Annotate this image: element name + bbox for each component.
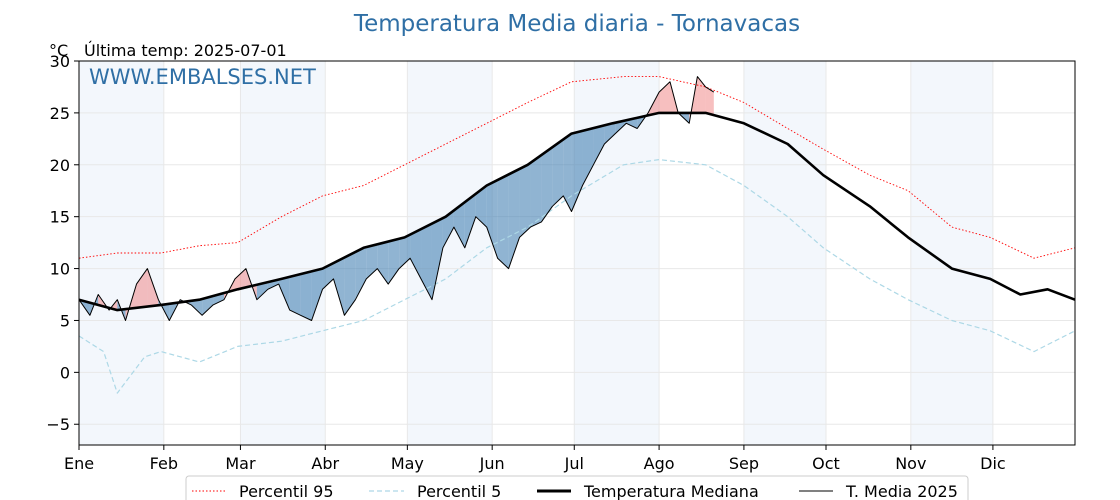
anomaly-fills bbox=[79, 76, 714, 321]
fill-above-median bbox=[147, 268, 159, 307]
fill-below-median bbox=[453, 202, 465, 248]
fill-below-median bbox=[256, 282, 268, 300]
fill-above-median bbox=[136, 268, 148, 308]
x-tick-label: Feb bbox=[150, 454, 178, 473]
series-line-2 bbox=[78, 111, 1076, 312]
y-tick-label: −5 bbox=[46, 415, 70, 434]
fill-below-median bbox=[530, 155, 542, 228]
fill-above-median bbox=[697, 76, 706, 113]
month-band bbox=[240, 61, 326, 445]
fill-below-median bbox=[333, 257, 345, 316]
fill-below-median bbox=[191, 298, 203, 316]
fill-below-median bbox=[615, 120, 627, 134]
legend: Percentil 95 Percentil 5 Temperatura Med… bbox=[185, 475, 969, 500]
legend-label-2025: T. Media 2025 bbox=[845, 482, 958, 500]
fill-below-median bbox=[289, 274, 301, 316]
fill-below-median bbox=[388, 238, 400, 285]
x-tick-label: May bbox=[391, 454, 424, 473]
fill-below-median bbox=[442, 210, 454, 248]
series-line-1 bbox=[78, 159, 1076, 394]
x-axis: Ene Feb Mar Abr May Jun Jul Ago Sep Oct Nov Dic bbox=[64, 445, 1006, 473]
fill-below-median bbox=[604, 122, 616, 145]
last-temp-label: Última temp: 2025-07-01 bbox=[84, 41, 287, 60]
fill-below-median bbox=[519, 162, 531, 238]
legend-label-p5: Percentil 5 bbox=[417, 482, 501, 500]
month-band bbox=[743, 61, 826, 445]
y-tick-label: 10 bbox=[50, 260, 70, 279]
fill-above-median bbox=[705, 86, 714, 116]
x-tick-label: Ago bbox=[644, 454, 675, 473]
x-tick-label: Jun bbox=[479, 454, 505, 473]
fill-below-median bbox=[355, 247, 367, 300]
fill-below-median bbox=[344, 251, 356, 316]
fill-below-median bbox=[311, 268, 323, 321]
fill-below-median bbox=[366, 244, 378, 279]
grid-lines bbox=[78, 60, 1075, 445]
fill-below-median bbox=[563, 133, 572, 212]
x-tick-label: Dic bbox=[980, 454, 1006, 473]
fill-above-median bbox=[234, 268, 246, 291]
x-tick-label: Nov bbox=[895, 454, 926, 473]
fill-below-median bbox=[202, 295, 214, 316]
x-tick-label: Mar bbox=[225, 454, 256, 473]
y-tick-label: 25 bbox=[50, 104, 70, 123]
legend-box bbox=[185, 475, 969, 500]
month-band bbox=[910, 61, 993, 445]
fill-below-median bbox=[421, 223, 432, 300]
series-lines bbox=[78, 76, 1076, 394]
fill-below-median bbox=[431, 218, 443, 300]
fill-below-median bbox=[552, 139, 564, 207]
y-axis: −5 0 5 10 15 20 25 30 bbox=[46, 52, 79, 434]
unit-label: °C bbox=[49, 41, 68, 60]
series-line-3 bbox=[78, 76, 715, 321]
fill-below-median bbox=[593, 125, 605, 165]
y-tick-label: 20 bbox=[50, 156, 70, 175]
y-tick-label: 5 bbox=[60, 311, 70, 330]
legend-label-p95: Percentil 95 bbox=[239, 482, 334, 500]
x-tick-label: Abr bbox=[311, 454, 339, 473]
fill-below-median bbox=[475, 185, 487, 228]
legend-label-median: Temperatura Mediana bbox=[583, 482, 759, 500]
plot-frame bbox=[78, 60, 1076, 446]
chart-title: Temperatura Media diaria - Tornavacas bbox=[353, 11, 800, 37]
x-tick-label: Ene bbox=[64, 454, 94, 473]
fill-below-median bbox=[582, 128, 594, 186]
x-tick-label: Sep bbox=[729, 454, 759, 473]
fill-below-median bbox=[464, 193, 476, 248]
fill-below-median bbox=[377, 241, 389, 285]
y-tick-label: 15 bbox=[50, 208, 70, 227]
y-tick-label: 0 bbox=[60, 363, 70, 382]
month-bands bbox=[79, 61, 993, 445]
fill-below-median bbox=[410, 229, 422, 279]
fill-below-median bbox=[278, 276, 290, 311]
fill-below-median bbox=[541, 147, 553, 222]
fill-below-median bbox=[300, 271, 312, 321]
x-tick-label: Oct bbox=[812, 454, 840, 473]
fill-below-median bbox=[497, 174, 509, 269]
watermark: WWW.EMBALSES.NET bbox=[89, 65, 316, 89]
x-tick-label: Jul bbox=[564, 454, 584, 473]
y-tick-label: 30 bbox=[50, 52, 70, 71]
fill-below-median bbox=[399, 234, 411, 269]
fill-below-median bbox=[322, 263, 334, 290]
month-band bbox=[574, 61, 660, 445]
fill-below-median bbox=[486, 180, 498, 259]
